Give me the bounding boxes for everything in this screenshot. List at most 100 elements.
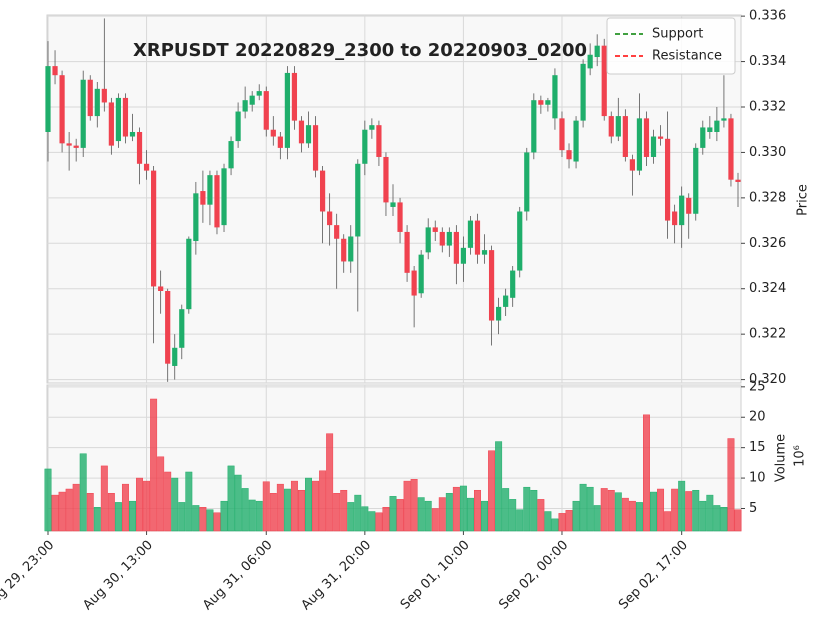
volume-bar: [650, 491, 657, 532]
volume-bar: [206, 509, 214, 532]
candle-body: [256, 91, 262, 96]
legend-box: [606, 17, 736, 75]
candle-body: [122, 97, 129, 137]
candle-body: [235, 111, 241, 142]
volume-bar: [417, 497, 425, 532]
volume-bar: [347, 502, 355, 532]
volume-bar: [551, 518, 559, 532]
volume-bar: [558, 513, 566, 532]
volume-bar: [276, 483, 284, 532]
volume-bar: [671, 488, 679, 532]
candle-body: [369, 125, 375, 130]
candle-body: [284, 72, 290, 148]
y-tick-label: 0.324: [749, 281, 786, 296]
candle-body: [559, 118, 565, 151]
volume-bar: [445, 493, 453, 532]
candle-body: [129, 131, 136, 137]
volume-bar: [664, 511, 672, 532]
volume-bar: [220, 500, 228, 532]
y-tick-label: 0.336: [749, 9, 786, 24]
candle-body: [700, 127, 706, 148]
candle-body: [214, 175, 220, 228]
candle-body: [45, 66, 51, 132]
volume-bar: [213, 512, 221, 532]
candle-body: [629, 159, 635, 171]
volume-bar: [600, 488, 608, 532]
candle-body: [207, 175, 213, 205]
candle-body: [52, 66, 58, 76]
candle-body: [418, 254, 424, 294]
volume-bar: [192, 505, 200, 532]
volume-bar: [185, 471, 193, 532]
volume-bar: [699, 500, 707, 532]
legend: Support Resistance: [606, 17, 736, 75]
candle-body: [467, 220, 474, 248]
x-tick-label: Sep 01, 10:00: [398, 538, 473, 613]
candle-body: [622, 116, 628, 157]
volume-bar: [157, 456, 165, 532]
candle-body: [672, 211, 678, 226]
y-tick-label: 0.322: [749, 327, 786, 342]
volume-bar: [262, 481, 270, 532]
candle-body: [221, 168, 227, 226]
candle-body: [80, 79, 86, 148]
candle-body: [200, 191, 206, 205]
candle-body: [608, 116, 614, 137]
volume-bar: [227, 465, 235, 532]
y-tick-label: 0.330: [749, 145, 786, 160]
chart-title: XRPUSDT 20220829_2300 to 20220903_0200: [133, 40, 587, 61]
candle-body: [566, 150, 572, 160]
volume-bar: [375, 512, 383, 532]
volume-bar: [410, 479, 418, 532]
volume-bar: [333, 493, 341, 532]
volume-bar: [657, 488, 665, 532]
volume-bar: [44, 468, 52, 532]
volume-bar: [51, 494, 59, 532]
y-axis-label: Price: [796, 184, 811, 216]
y-tick-label: 20: [749, 410, 766, 425]
volume-bar: [396, 499, 404, 532]
volume-bar: [178, 502, 186, 532]
candle-body: [446, 231, 452, 246]
volume-bar: [424, 500, 432, 532]
candle-body: [327, 211, 333, 226]
candle-body: [545, 100, 551, 105]
volume-bar: [255, 500, 263, 532]
candle-body: [728, 118, 734, 180]
volume-bar: [579, 483, 587, 532]
volume-bar: [586, 486, 594, 532]
candle-body: [538, 100, 544, 105]
volume-bar: [100, 465, 108, 532]
candle-body: [87, 79, 93, 117]
volume-bar: [459, 485, 467, 532]
volume-bar: [354, 494, 362, 532]
y-tick-label: 0.328: [749, 190, 786, 205]
candle-body: [411, 270, 417, 296]
candle-body: [143, 163, 150, 171]
candle-body: [460, 247, 467, 264]
volume-bar: [297, 489, 305, 532]
candle-body: [404, 231, 410, 273]
volume-bar: [635, 502, 643, 532]
volume-bar: [530, 489, 538, 532]
candle-body: [355, 163, 361, 237]
candle-body: [291, 72, 298, 121]
candle-body: [432, 227, 438, 232]
volume-bar: [241, 488, 249, 532]
volume-bar: [234, 474, 242, 532]
candle-body: [503, 295, 509, 307]
candle-body: [73, 145, 79, 148]
volume-bar: [93, 507, 101, 532]
y-tick-label: 5: [749, 501, 757, 516]
volume-bar: [79, 453, 87, 532]
candle-body: [735, 179, 741, 182]
volume-bar: [326, 433, 334, 532]
candle-body: [312, 125, 319, 171]
x-tick-label: Aug 29, 23:00: [0, 538, 57, 614]
candle-body: [362, 129, 368, 164]
volume-bar: [523, 486, 531, 532]
y-tick-label: 25: [749, 379, 766, 394]
candle-body: [376, 125, 382, 157]
y-tick-label: 0.320: [749, 372, 786, 387]
volume-bar: [537, 499, 545, 532]
